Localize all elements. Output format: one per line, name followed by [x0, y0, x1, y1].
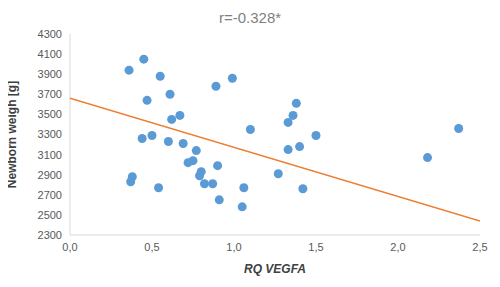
html-text:r=-0.328*: r=-0.328*: [218, 9, 282, 26]
svg-text:0,5: 0,5: [144, 241, 159, 253]
svg-text:2300: 2300: [38, 229, 62, 241]
svg-text:3900: 3900: [38, 68, 62, 80]
svg-text:4100: 4100: [38, 48, 62, 60]
svg-text:3300: 3300: [38, 128, 62, 140]
svg-text:3700: 3700: [38, 88, 62, 100]
svg-text:RQ VEGFA: RQ VEGFA: [244, 262, 306, 276]
svg-text:2,5: 2,5: [472, 241, 487, 253]
svg-text:1,0: 1,0: [226, 241, 241, 253]
svg-text:2900: 2900: [38, 169, 62, 181]
svg-text:0,0: 0,0: [62, 241, 77, 253]
svg-text:2700: 2700: [38, 189, 62, 201]
svg-text:2500: 2500: [38, 209, 62, 221]
svg-text:1,5: 1,5: [308, 241, 323, 253]
svg-text:4300: 4300: [38, 28, 62, 40]
svg-text:3100: 3100: [38, 149, 62, 161]
svg-text:2,0: 2,0: [390, 241, 405, 253]
svg-text:Newborn weigh [g]: Newborn weigh [g]: [8, 81, 19, 188]
svg-text:3500: 3500: [38, 108, 62, 120]
